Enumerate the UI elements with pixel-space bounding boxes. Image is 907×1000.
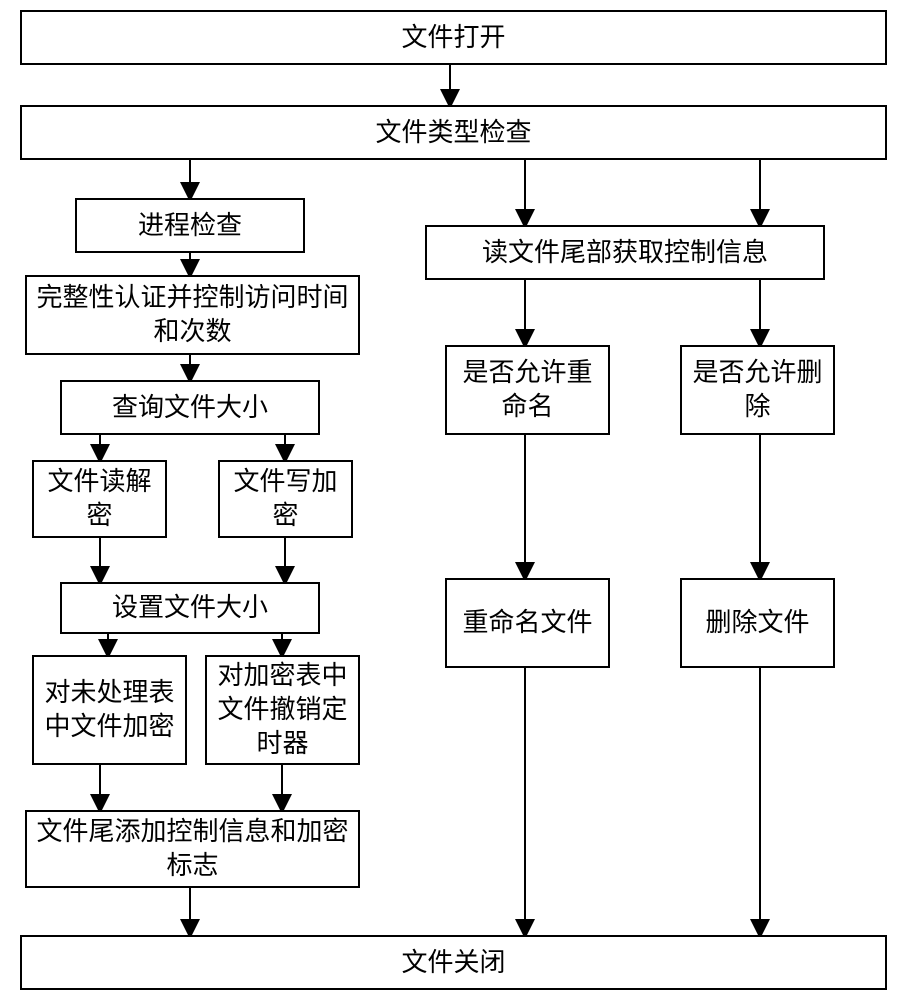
node-set-file-size: 设置文件大小: [60, 582, 320, 634]
node-process-check: 进程检查: [75, 198, 305, 253]
node-query-file-size: 查询文件大小: [60, 380, 320, 435]
node-allow-delete-check: 是否允许删除: [680, 345, 835, 435]
node-file-close: 文件关闭: [20, 935, 887, 990]
node-file-open: 文件打开: [20, 10, 887, 65]
node-integrity-auth: 完整性认证并控制访问时间和次数: [25, 275, 360, 355]
node-file-type-check: 文件类型检查: [20, 105, 887, 160]
node-file-write-encrypt: 文件写加密: [218, 460, 353, 538]
node-allow-rename-check: 是否允许重命名: [445, 345, 610, 435]
node-cancel-timer: 对加密表中文件撤销定时器: [205, 655, 360, 765]
node-file-read-decrypt: 文件读解密: [32, 460, 167, 538]
node-read-tail-control: 读文件尾部获取控制信息: [425, 225, 825, 280]
node-rename-file: 重命名文件: [445, 578, 610, 668]
node-append-tail-info: 文件尾添加控制信息和加密标志: [25, 810, 360, 888]
node-encrypt-unprocessed: 对未处理表中文件加密: [32, 655, 187, 765]
node-delete-file: 删除文件: [680, 578, 835, 668]
